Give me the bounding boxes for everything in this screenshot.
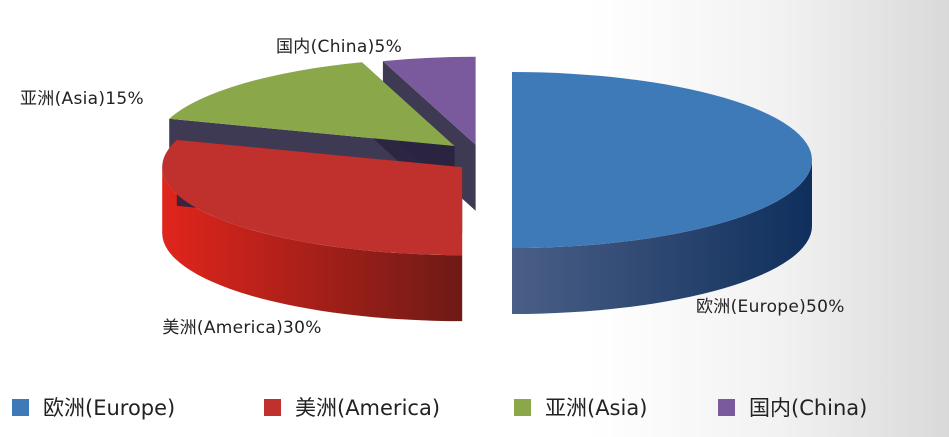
pie-chart: 欧洲(Europe)50% 美洲(America)30% 亚洲(Asia)15% 国内… xyxy=(20,37,845,338)
legend-item-america: 美洲(America) xyxy=(264,392,440,422)
legend-label-america: 美洲(America) xyxy=(295,396,441,420)
legend-swatch-asia xyxy=(514,398,531,416)
pie-top-america xyxy=(162,139,463,256)
pie-top-europe xyxy=(512,72,812,248)
pie-top-asia xyxy=(169,62,455,146)
legend-label-china: 国内(China) xyxy=(749,396,868,420)
legend-swatch-europe xyxy=(12,398,29,416)
legend-item-china: 国内(China) xyxy=(718,392,867,422)
pie-slice-europe xyxy=(512,72,812,314)
legend-label-europe: 欧洲(Europe) xyxy=(43,396,176,420)
pie-side-europe xyxy=(512,160,812,314)
legend: 欧洲(Europe) 美洲(America) 亚洲(Asia) 国内(China… xyxy=(0,372,949,432)
slice-label-america: 美洲(America)30% xyxy=(162,318,321,338)
slice-label-asia: 亚洲(Asia)15% xyxy=(20,89,144,109)
pie-slice-america xyxy=(162,139,463,322)
legend-item-europe: 欧洲(Europe) xyxy=(12,392,175,422)
legend-swatch-america xyxy=(264,398,281,416)
legend-swatch-china xyxy=(718,398,735,416)
pie-top-china xyxy=(382,56,476,145)
pie-side-america xyxy=(162,167,463,322)
legend-item-asia: 亚洲(Asia) xyxy=(514,392,647,422)
slice-label-china: 国内(China)5% xyxy=(276,37,402,57)
slice-label-europe: 欧洲(Europe)50% xyxy=(696,297,845,317)
legend-label-asia: 亚洲(Asia) xyxy=(545,396,648,420)
